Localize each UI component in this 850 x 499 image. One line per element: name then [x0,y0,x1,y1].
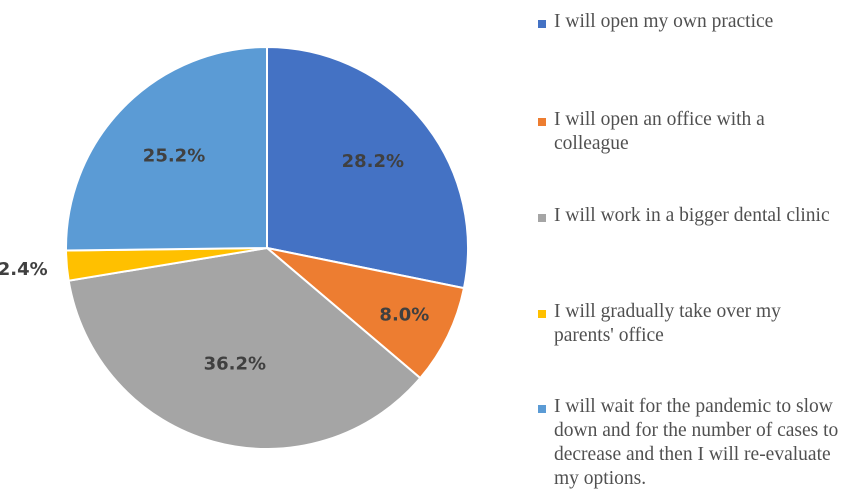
legend-swatch [538,405,546,413]
pie-data-labels: 28.2% 8.0% 36.2% 2.4% 25.2% [0,146,429,375]
data-label-4: 2.4% [0,259,48,280]
pie-slice-5 [65,45,268,252]
data-label-3: 36.2% [204,354,266,375]
legend-swatch [538,118,546,126]
legend-item-4: I will gradually take over my parents' o… [538,300,843,348]
data-label-2: 8.0% [379,304,429,325]
legend-swatch [538,214,546,222]
pie-slice-1 [266,45,469,290]
legend-item-3: I will work in a bigger dental clinic [538,204,843,228]
legend-swatch [538,310,546,318]
legend-item-2: I will open an office with a colleague [538,108,843,156]
legend-label: I will open my own practice [554,11,774,32]
legend-label: I will open an office with a colleague [554,109,765,154]
legend-item-5: I will wait for the pandemic to slow dow… [538,395,843,491]
pie-slice-3 [67,246,422,450]
pie-slice-2 [266,247,466,380]
legend-swatch [538,20,546,28]
data-label-5: 25.2% [143,146,205,167]
pie-slices [65,45,469,450]
legend-label: I will work in a bigger dental clinic [554,205,830,226]
legend-label: I will wait for the pandemic to slow dow… [554,396,839,489]
legend-item-1: I will open my own practice [538,10,843,34]
legend-label: I will gradually take over my parents' o… [554,301,781,346]
data-label-1: 28.2% [342,151,404,172]
